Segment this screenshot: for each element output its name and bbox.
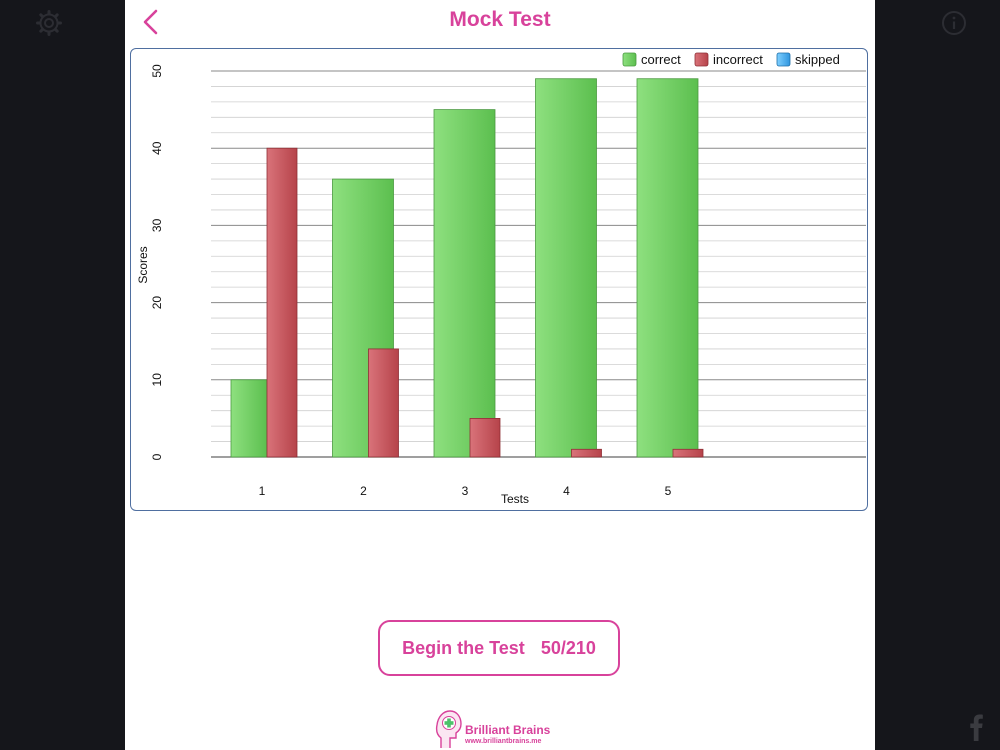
y-tick-label: 40	[150, 141, 164, 155]
legend-swatch-incorrect	[694, 52, 709, 67]
bar-incorrect	[469, 417, 501, 458]
x-tick-label: 3	[462, 484, 469, 498]
x-axis-label: Tests	[501, 492, 529, 506]
main-panel: Mock Test 0 10 20 30 40 50 1 2 3 4 5 corr	[125, 0, 875, 750]
info-icon[interactable]	[941, 10, 967, 36]
page-title: Mock Test	[449, 8, 551, 31]
begin-test-button[interactable]: Begin the Test 50/210	[378, 620, 620, 676]
y-tick-label: 20	[150, 296, 164, 310]
bar-correct	[230, 379, 268, 458]
facebook-icon[interactable]	[966, 712, 986, 742]
brand-name: Brilliant Brains	[465, 723, 551, 737]
back-chevron-icon[interactable]	[137, 8, 165, 36]
y-tick-label: 0	[150, 453, 164, 460]
bar-incorrect	[672, 448, 704, 458]
gear-icon[interactable]	[36, 10, 62, 36]
bar-correct	[535, 78, 597, 458]
x-tick-label: 5	[665, 484, 672, 498]
x-tick-label: 1	[259, 484, 266, 498]
legend-label-correct: correct	[641, 52, 681, 67]
legend-label-incorrect: incorrect	[713, 52, 763, 67]
y-tick-label: 50	[150, 64, 164, 78]
y-axis-label: Scores	[136, 246, 150, 283]
x-tick-label: 2	[360, 484, 367, 498]
y-tick-label: 10	[150, 373, 164, 387]
chart-canvas: 0 10 20 30 40 50 1 2 3 4 5 correct incorrect skipped…	[136, 52, 866, 506]
bar-incorrect	[571, 448, 602, 458]
bar-incorrect	[266, 147, 298, 458]
begin-test-label: Begin the Test	[402, 637, 525, 658]
y-tick-label: 30	[150, 218, 164, 232]
legend-swatch-correct	[622, 52, 637, 67]
score-chart: 0 10 20 30 40 50 1 2 3 4 5 correct incorrect skipped…	[130, 48, 868, 511]
chart-ticks: 0 10 20 30 40 50 1 2 3 4 5	[150, 64, 672, 498]
legend-swatch-skipped	[776, 52, 791, 67]
chart-bars	[230, 78, 704, 458]
bar-correct	[636, 78, 699, 458]
brilliant-brains-logo: Brilliant Brains www.brilliantbrains.me	[435, 708, 565, 750]
brain-head-icon	[435, 710, 462, 748]
x-tick-label: 4	[563, 484, 570, 498]
bar-correct	[433, 109, 496, 458]
legend-label-skipped: skipped	[795, 52, 840, 67]
brand-url: www.brilliantbrains.me	[465, 738, 542, 745]
chart-legend: correct incorrect skipped	[622, 52, 840, 67]
question-progress: 50/210	[540, 637, 596, 658]
bar-incorrect	[368, 348, 399, 458]
